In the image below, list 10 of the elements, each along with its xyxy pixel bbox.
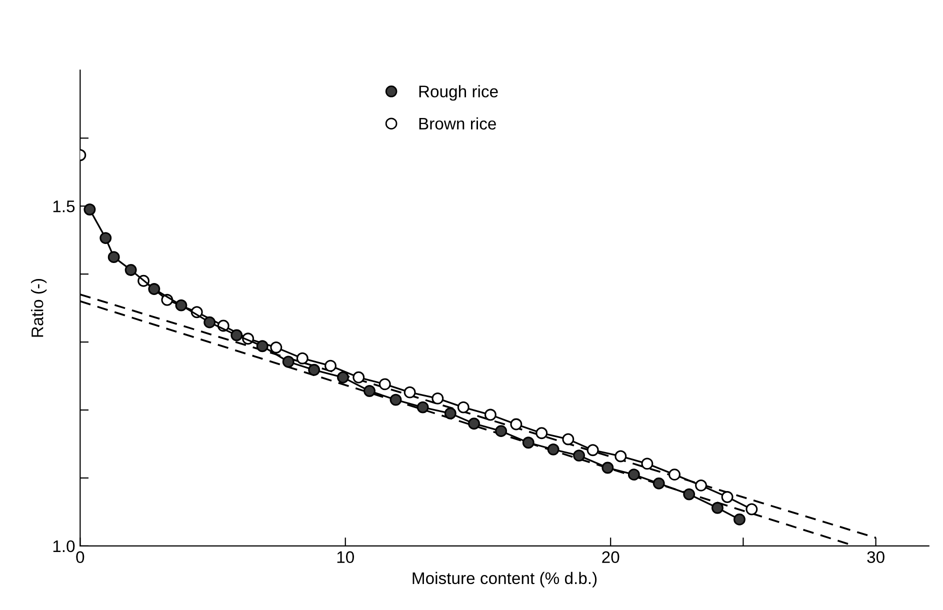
y-tick-label: 1.0	[53, 540, 75, 552]
y-axis-title: Ratio (-)	[31, 278, 47, 337]
x-tick-label: 0	[76, 551, 84, 564]
legend-label: Brown rice	[419, 117, 496, 130]
legend-label: Rough rice	[419, 85, 498, 101]
x-axis-title: Moisture content (% d.b.)	[412, 572, 597, 588]
y-tick-label: 1.5	[53, 200, 75, 212]
x-tick-label: 30	[867, 551, 884, 564]
x-tick-label: 10	[337, 551, 354, 564]
x-tick-label: 20	[602, 551, 620, 564]
